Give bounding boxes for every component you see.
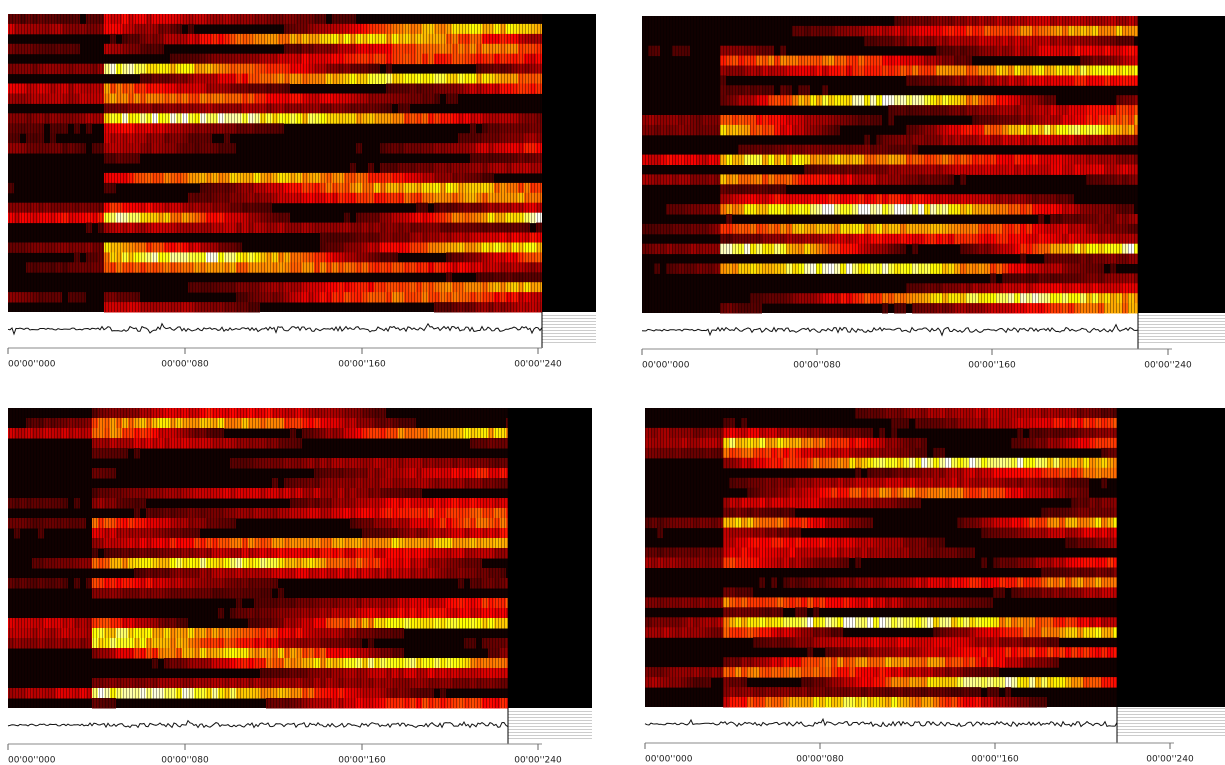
time-label: 00'00''080 xyxy=(793,361,841,371)
time-label: 00'00''000 xyxy=(642,361,690,371)
waveform xyxy=(641,323,1139,337)
time-label: 00'00''240 xyxy=(514,360,562,370)
waveform-empty xyxy=(542,313,596,343)
time-label: 00'00''160 xyxy=(968,361,1016,371)
empty-region xyxy=(1138,16,1225,313)
spectrogram-panel: 00'00''000 00'00''080 00'00''160 00'00''240 xyxy=(7,14,596,370)
time-label: 00'00''160 xyxy=(338,360,386,370)
time-label: 00'00''080 xyxy=(161,360,209,370)
time-label: 00'00''000 xyxy=(8,360,56,370)
waveform-empty xyxy=(1138,314,1225,344)
spectrogram-stripes xyxy=(642,16,1138,313)
spectrogram-stripes xyxy=(8,14,542,312)
spectrogram-panel: 00'00''000 00'00''080 00'00''160 00'00''240 xyxy=(641,16,1225,371)
empty-region xyxy=(542,14,596,312)
waveform xyxy=(7,322,543,336)
time-label: 00'00''240 xyxy=(1144,361,1192,371)
spectrogram-panel: 00'00''000 00'00''080 00'00''160 00'00''240 xyxy=(7,408,592,765)
